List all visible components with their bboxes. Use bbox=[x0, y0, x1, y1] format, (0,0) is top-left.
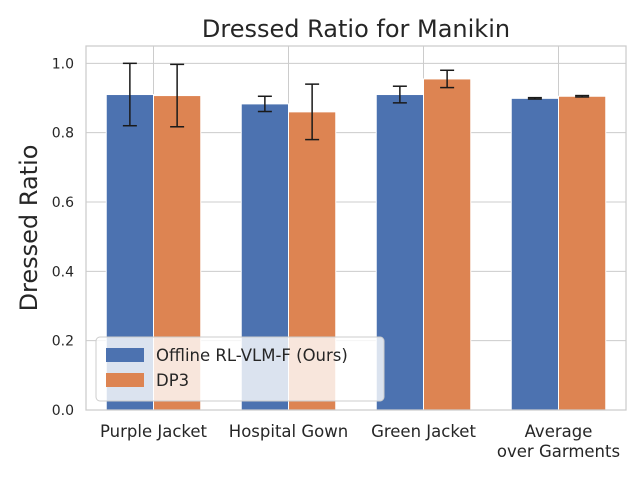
y-axis-label: Dressed Ratio bbox=[15, 145, 43, 312]
y-tick-label: 0.4 bbox=[52, 264, 74, 280]
legend[interactable]: Offline RL-VLM-F (Ours) DP3 bbox=[95, 336, 385, 402]
legend-swatch bbox=[106, 348, 144, 362]
legend-label: DP3 bbox=[156, 371, 189, 390]
y-tick-label: 0.2 bbox=[52, 334, 74, 350]
chart-title: Dressed Ratio for Manikin bbox=[202, 15, 510, 43]
bar-offline-rl-vlm-f bbox=[510, 97, 559, 411]
bar-dp3 bbox=[558, 95, 607, 411]
y-tick-label: 0.6 bbox=[52, 195, 74, 211]
x-tick-label: Green Jacket bbox=[371, 422, 476, 441]
y-axis-ticks: 0.0 0.2 0.4 0.6 0.8 1.0 bbox=[52, 56, 74, 419]
bars bbox=[105, 78, 607, 411]
y-tick-label: 0.0 bbox=[52, 403, 74, 419]
legend-swatch bbox=[106, 373, 144, 387]
error-bars bbox=[122, 62, 590, 141]
bar-dp3 bbox=[423, 78, 472, 411]
x-tick-label: Hospital Gown bbox=[229, 422, 348, 441]
x-axis-ticks: Purple Jacket Hospital Gown Green Jacket Av… bbox=[100, 422, 620, 461]
legend-box bbox=[95, 336, 385, 402]
legend-label: Offline RL-VLM-F (Ours) bbox=[156, 346, 348, 365]
x-tick-label: Average over Garments bbox=[497, 422, 620, 461]
x-tick-label: Purple Jacket bbox=[100, 422, 208, 441]
plot-frame bbox=[85, 45, 627, 411]
y-tick-label: 0.8 bbox=[52, 126, 74, 142]
y-tick-label: 1.0 bbox=[52, 56, 74, 72]
